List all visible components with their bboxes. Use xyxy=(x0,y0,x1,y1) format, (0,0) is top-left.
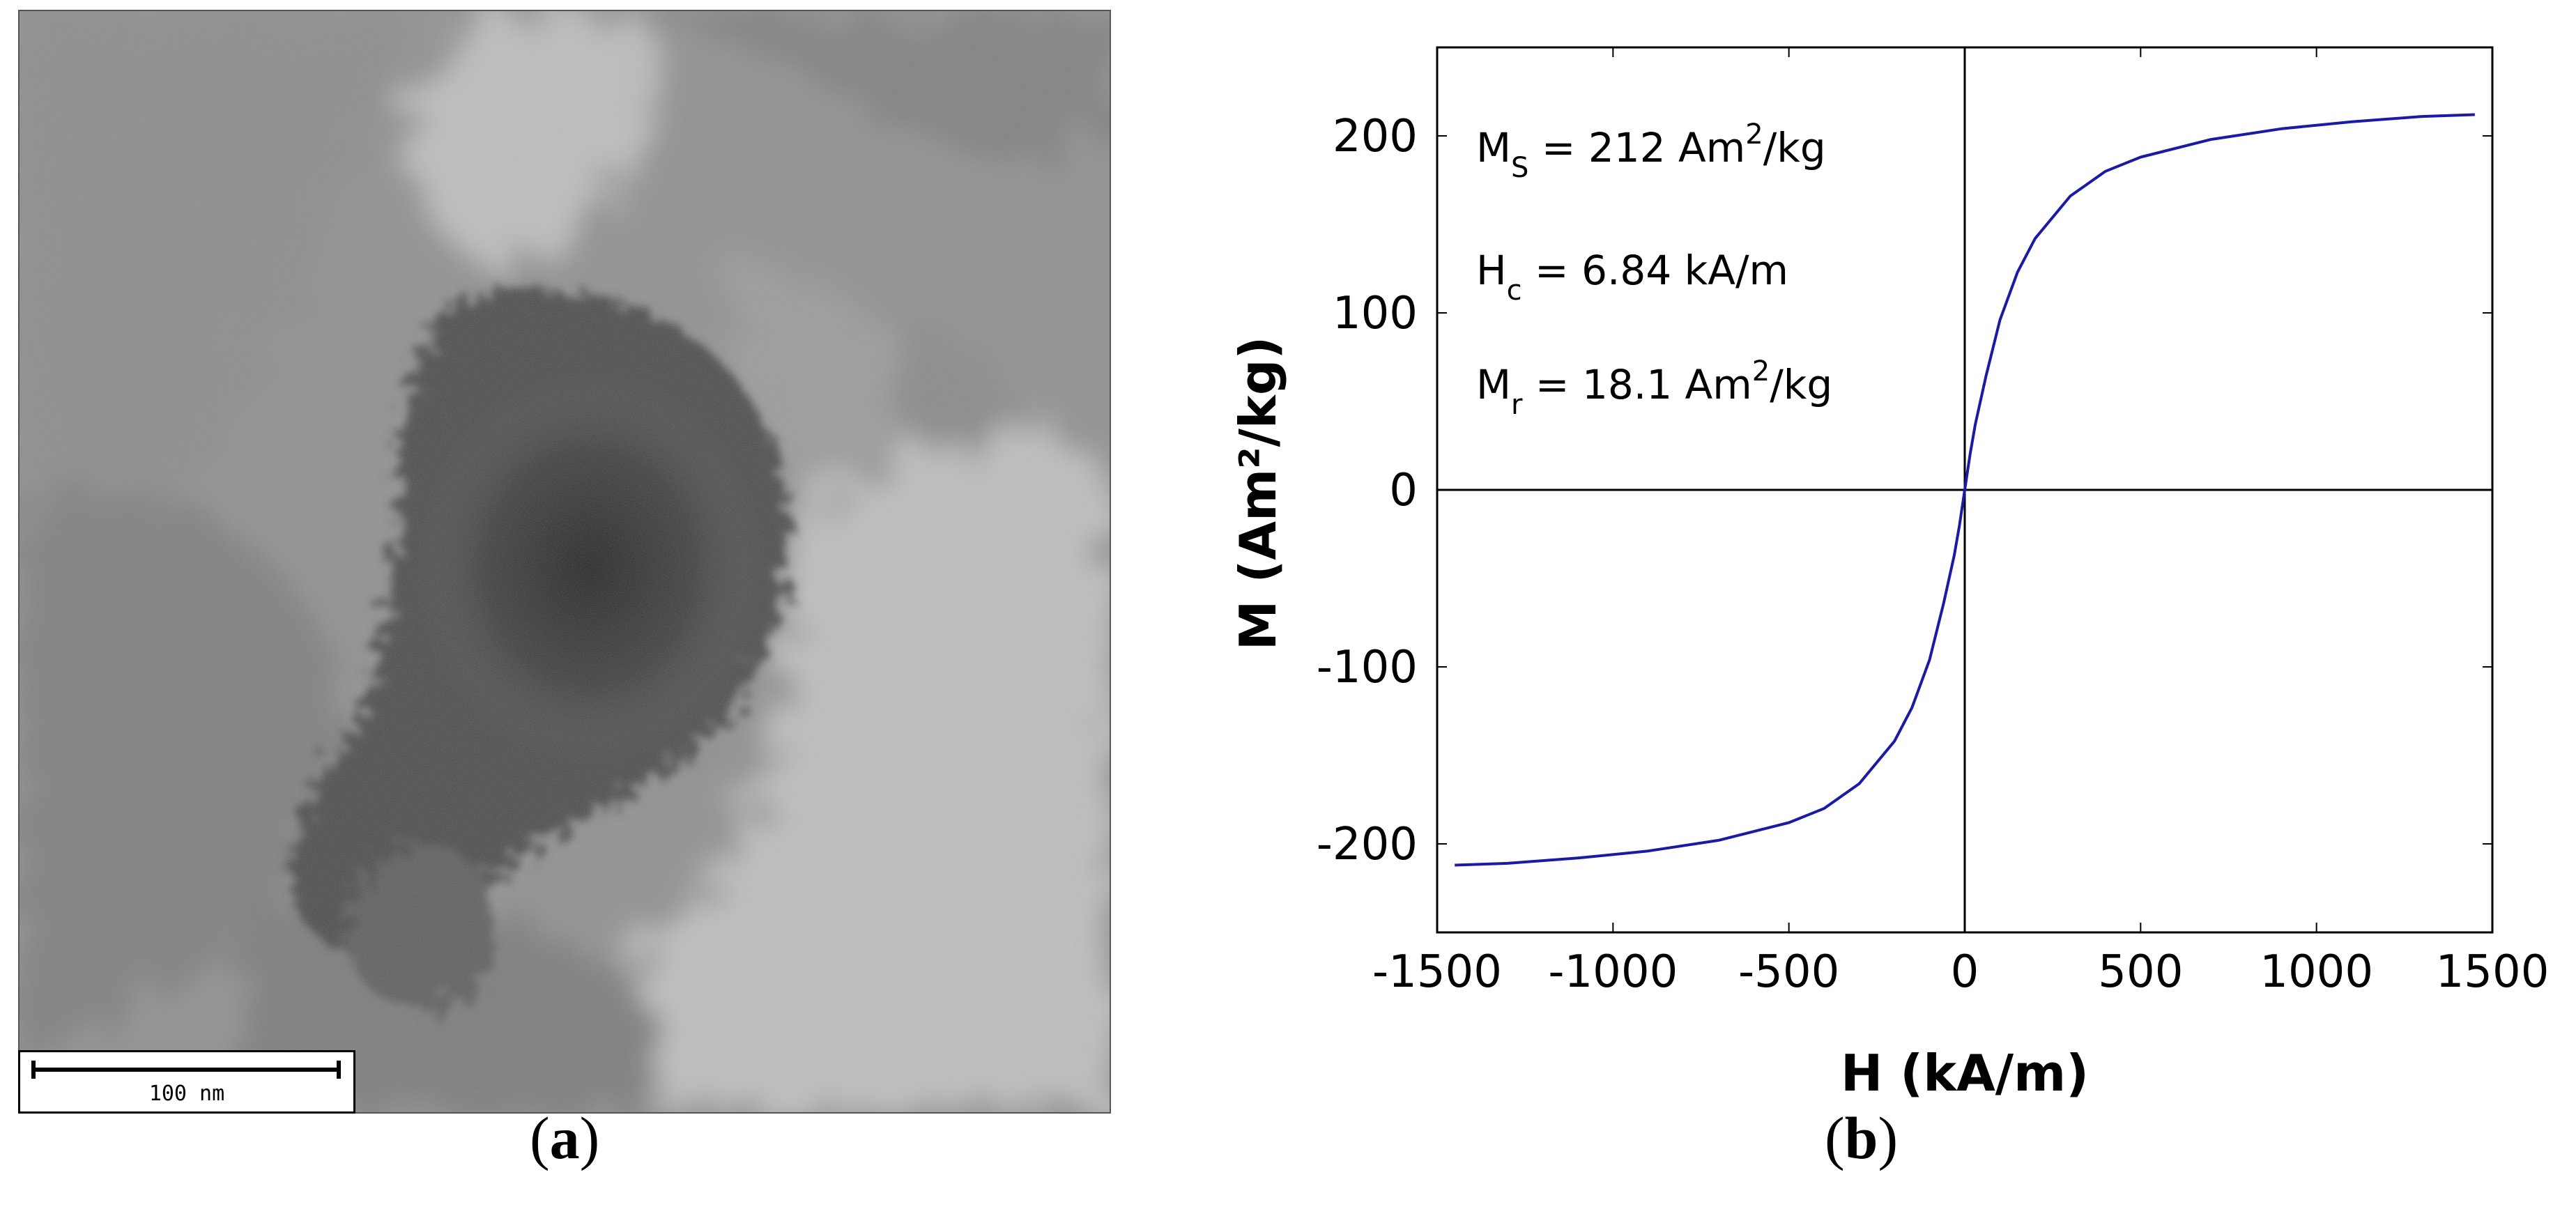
tem-image xyxy=(18,10,1111,1114)
series-line-0 xyxy=(1455,113,2475,867)
x-tick-label: 0 xyxy=(1951,946,1979,998)
x-tick-label: -500 xyxy=(1738,946,1839,998)
x-tick-label: 500 xyxy=(2098,946,2183,998)
y-tick-label: 200 xyxy=(1333,111,1418,162)
tem-micrograph: 100 nm xyxy=(18,10,1111,1114)
caption-a-label: a xyxy=(549,1105,580,1171)
hysteresis-chart: -1500 -1000 -500 0 500 1000 1500 -200-10001002… xyxy=(1229,46,2549,1102)
annotation-1: Hc = 6.84 kA/m xyxy=(1476,247,1788,307)
y-tick-label: -100 xyxy=(1317,642,1418,693)
y-axis-label: M (Am²/kg) xyxy=(1229,337,1287,651)
x-tick-label: 1000 xyxy=(2260,946,2373,998)
caption-a: (a) xyxy=(530,1105,600,1171)
x-axis-label: H (kA/m) xyxy=(1841,1044,2089,1102)
scale-bar xyxy=(31,1061,341,1079)
scale-bar-box: 100 nm xyxy=(18,1050,355,1114)
annotation-2: Mr = 18.1 Am2/kg xyxy=(1476,355,1832,421)
y-tick-label: -200 xyxy=(1317,819,1418,870)
caption-b-label: b xyxy=(1844,1105,1878,1171)
x-tick-label: -1000 xyxy=(1548,946,1678,998)
y-tick-label: 0 xyxy=(1389,465,1418,516)
annotation-0: MS = 212 Am2/kg xyxy=(1476,118,1826,184)
caption-b: (b) xyxy=(1825,1105,1899,1171)
y-axis-ticks: -200 -100 0 100 200 xyxy=(1317,111,2492,870)
y-tick-label: 100 xyxy=(1333,288,1418,339)
annotation-layer: MS = 212 Am2/kg Hc = 6.84 kA/m Mr = 18.1 A… xyxy=(1476,118,1832,421)
series-layer xyxy=(1455,113,2475,867)
x-tick-label: 1500 xyxy=(2436,946,2550,998)
x-axis-ticks: -1500 -1000 -500 0 500 1000 1500 xyxy=(1372,47,2549,998)
x-tick-label: -1500 xyxy=(1372,946,1502,998)
scale-bar-label: 100 nm xyxy=(148,1082,225,1106)
